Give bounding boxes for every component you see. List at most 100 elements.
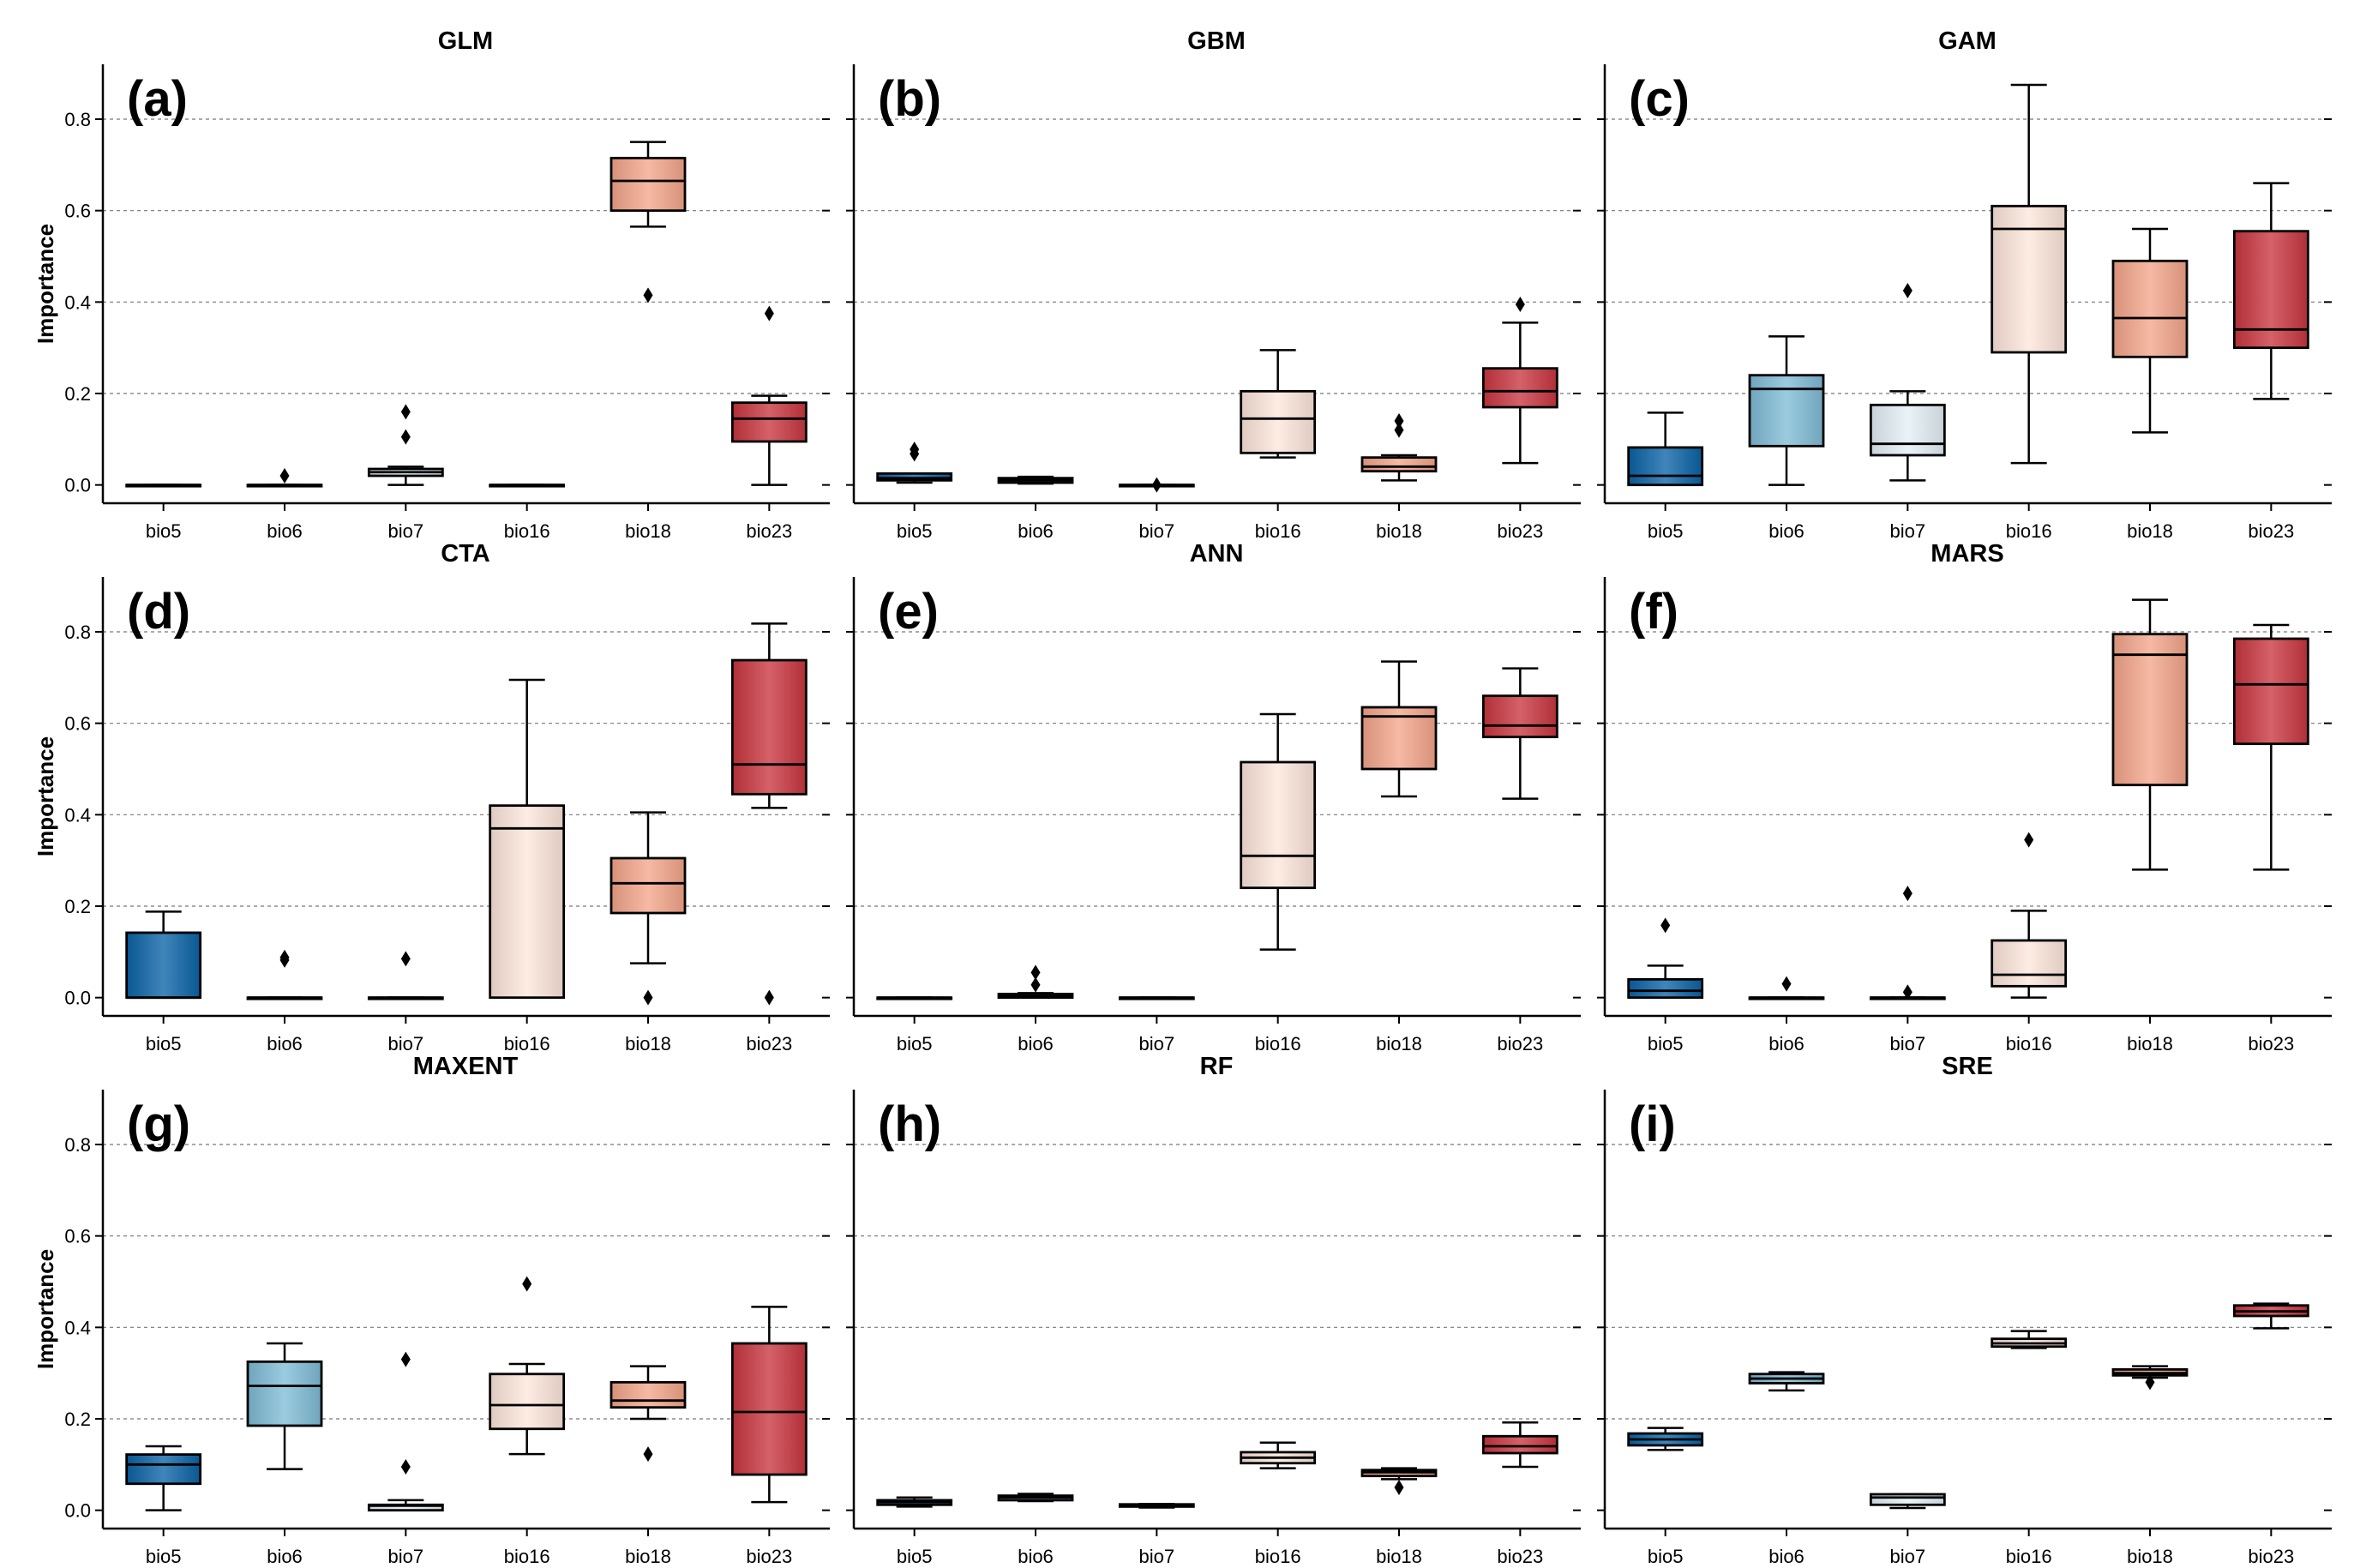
x-tick-label: bio6 bbox=[1018, 1546, 1054, 1567]
y-tick-label: 0.2 bbox=[64, 896, 91, 917]
outlier-point bbox=[2145, 1374, 2155, 1391]
x-tick-label: bio23 bbox=[2248, 1033, 2294, 1054]
outlier-point bbox=[522, 1276, 532, 1292]
panel-letter: (d) bbox=[127, 584, 190, 640]
x-tick-label: bio16 bbox=[1255, 520, 1301, 542]
panel-title: RF bbox=[1200, 1053, 1234, 1080]
box-bio18: bio18 bbox=[610, 811, 687, 1054]
box-bio16: bio16 bbox=[1240, 1441, 1317, 1567]
box-bio23: bio23 bbox=[730, 622, 808, 1054]
box-bio7: bio7 bbox=[367, 951, 444, 1054]
panel-gam: (c) GAM bio5 bio6 bio7 bio16 bio18 bio23 bbox=[1597, 27, 2332, 542]
x-tick-label: bio23 bbox=[1497, 520, 1543, 542]
box-bio6: bio6 bbox=[997, 964, 1074, 1054]
box-bio6: bio6 bbox=[246, 949, 323, 1054]
box-bio5: bio5 bbox=[876, 1496, 953, 1567]
x-tick-label: bio23 bbox=[1497, 1033, 1543, 1054]
box-bio5: bio5 bbox=[125, 484, 202, 542]
box-iqr bbox=[610, 1380, 687, 1409]
box-bio18: bio18 bbox=[610, 141, 687, 542]
box-bio16: bio16 bbox=[1991, 832, 2068, 1054]
x-tick-label: bio18 bbox=[2127, 520, 2173, 542]
panel-ann: (e) ANN bio5 bio6 bio7 bio16 bio18 bio23 bbox=[846, 540, 1581, 1054]
x-tick-label: bio6 bbox=[1768, 1546, 1805, 1567]
x-tick-label: bio23 bbox=[746, 520, 792, 542]
panel-letter: (f) bbox=[1629, 584, 1678, 640]
x-tick-label: bio5 bbox=[146, 1033, 182, 1054]
box-iqr bbox=[125, 1453, 202, 1486]
x-tick-label: bio18 bbox=[625, 520, 671, 542]
box-bio5: bio5 bbox=[876, 996, 953, 1054]
x-tick-label: bio5 bbox=[146, 520, 182, 542]
panel-title: CTA bbox=[441, 540, 490, 568]
panel-title: GLM bbox=[438, 27, 493, 55]
box-bio18: bio18 bbox=[610, 1365, 687, 1567]
outlier-point bbox=[1030, 976, 1041, 993]
x-tick-label: bio6 bbox=[267, 1546, 303, 1567]
outlier-point bbox=[1902, 886, 1913, 902]
outlier-point bbox=[279, 468, 290, 484]
box-iqr bbox=[1481, 694, 1558, 739]
x-tick-label: bio23 bbox=[2248, 520, 2294, 542]
box-bio16: bio16 bbox=[1991, 1330, 2068, 1567]
x-tick-label: bio16 bbox=[1255, 1546, 1301, 1567]
panel-letter: (h) bbox=[878, 1096, 941, 1152]
box-bio7: bio7 bbox=[1118, 1502, 1195, 1567]
x-tick-label: bio5 bbox=[146, 1546, 182, 1567]
box-bio6: bio6 bbox=[997, 1493, 1074, 1567]
x-tick-label: bio16 bbox=[2006, 1546, 2052, 1567]
x-tick-label: bio7 bbox=[1890, 520, 1926, 542]
outlier-point bbox=[400, 1459, 411, 1475]
outlier-point bbox=[643, 1446, 653, 1463]
x-tick-label: bio7 bbox=[1139, 1033, 1175, 1054]
x-tick-label: bio18 bbox=[2127, 1033, 2173, 1054]
x-tick-label: bio18 bbox=[625, 1033, 671, 1054]
x-tick-label: bio18 bbox=[2127, 1546, 2173, 1567]
box-bio6: bio6 bbox=[246, 468, 323, 542]
x-tick-label: bio5 bbox=[1648, 520, 1684, 542]
x-tick-label: bio18 bbox=[1376, 1033, 1422, 1054]
y-axis-label: Importance bbox=[33, 1249, 58, 1369]
panel-title: ANN bbox=[1190, 540, 1244, 568]
y-axis-label: Importance bbox=[33, 736, 58, 856]
panel-letter: (g) bbox=[127, 1096, 190, 1152]
y-tick-label: 0.6 bbox=[64, 1226, 91, 1247]
x-tick-label: bio6 bbox=[1768, 520, 1805, 542]
x-tick-label: bio7 bbox=[388, 1033, 424, 1054]
box-iqr bbox=[489, 804, 566, 1000]
outlier-point bbox=[1515, 297, 1525, 312]
box-bio18: bio18 bbox=[2111, 227, 2189, 542]
outlier-point bbox=[1030, 964, 1041, 981]
x-tick-label: bio7 bbox=[1890, 1546, 1926, 1567]
outlier-point bbox=[1902, 283, 1913, 298]
box-iqr bbox=[489, 1373, 566, 1431]
y-tick-label: 0.2 bbox=[64, 383, 91, 405]
panel-gbm: (b) GBM bio5 bio6 bio7 bio16 bio18 bio23 bbox=[846, 27, 1581, 542]
x-tick-label: bio5 bbox=[897, 1546, 933, 1567]
outlier-point bbox=[1394, 422, 1404, 438]
panel-title: MAXENT bbox=[413, 1053, 519, 1080]
x-tick-label: bio7 bbox=[1890, 1033, 1926, 1054]
box-iqr bbox=[1240, 760, 1317, 890]
box-bio6: bio6 bbox=[997, 475, 1074, 542]
box-bio23: bio23 bbox=[1481, 297, 1558, 542]
box-bio5: bio5 bbox=[1627, 412, 1704, 542]
x-tick-label: bio6 bbox=[1018, 520, 1054, 542]
box-iqr bbox=[246, 1360, 323, 1427]
outlier-point bbox=[1781, 976, 1792, 992]
box-bio23: bio23 bbox=[2232, 1302, 2309, 1567]
x-tick-label: bio7 bbox=[388, 520, 424, 542]
x-tick-label: bio5 bbox=[1648, 1033, 1684, 1054]
x-tick-label: bio7 bbox=[1139, 1546, 1175, 1567]
box-iqr bbox=[1240, 389, 1317, 454]
x-tick-label: bio5 bbox=[897, 520, 933, 542]
box-bio23: bio23 bbox=[730, 305, 808, 542]
panel-title: MARS bbox=[1931, 540, 2003, 568]
outlier-point bbox=[400, 429, 411, 445]
x-tick-label: bio16 bbox=[2006, 1033, 2052, 1054]
box-bio5: bio5 bbox=[1627, 1427, 1704, 1567]
y-tick-label: 0.4 bbox=[64, 1317, 91, 1338]
box-iqr bbox=[1627, 977, 1704, 1000]
box-bio7: bio7 bbox=[367, 404, 444, 542]
panel-letter: (b) bbox=[878, 71, 941, 127]
